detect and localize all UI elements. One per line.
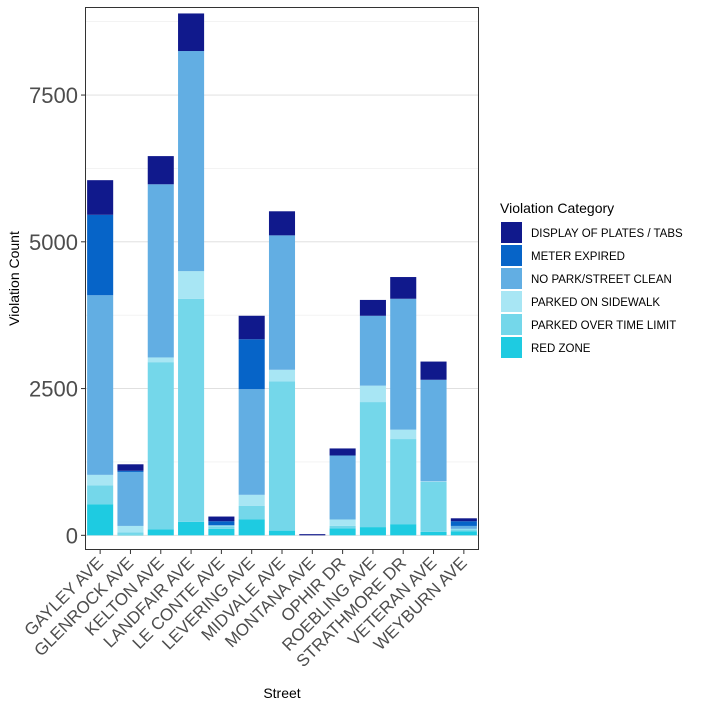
y-axis-title: Violation Count: [6, 231, 22, 326]
bar-segment: [238, 519, 265, 536]
bar-segment: [87, 214, 114, 296]
y-tick-label: 2500: [29, 377, 78, 402]
x-axis-title: Street: [263, 685, 300, 701]
bar-segment: [268, 530, 296, 536]
bar-segment: [450, 529, 477, 532]
bar-segment: [208, 521, 235, 526]
bar-segment: [87, 180, 114, 215]
bar-segment: [117, 471, 144, 526]
legend-key: [501, 314, 522, 335]
bar-segment: [329, 455, 356, 520]
bar-segment: [420, 481, 447, 532]
bar-segment: [178, 271, 205, 299]
bar-segment: [390, 439, 417, 525]
bar-segment: [178, 521, 205, 536]
bar-segment: [268, 211, 296, 236]
legend-key: [501, 291, 522, 312]
bar-segment: [329, 448, 356, 456]
bar-segment: [268, 381, 296, 531]
bar-segment: [450, 531, 477, 536]
bar-segment: [147, 156, 174, 185]
legend-title: Violation Category: [500, 200, 614, 216]
bar-segment: [268, 235, 296, 370]
bar-segment: [329, 528, 356, 536]
bar-segment: [359, 315, 386, 386]
bar-segment: [117, 534, 144, 536]
bar-segment: [390, 277, 417, 299]
bar-segment: [208, 516, 235, 522]
bar-segment: [178, 298, 205, 522]
bar-segment: [450, 518, 477, 522]
y-tick-label: 7500: [29, 83, 78, 108]
legend-label: RED ZONE: [531, 343, 591, 355]
bar-segment: [390, 429, 417, 440]
legend-key: [501, 337, 522, 358]
bar-segment: [117, 470, 144, 472]
bar-segment: [147, 362, 174, 530]
legend: DISPLAY OF PLATES / TABS METER EXPIRED NO …: [501, 222, 683, 358]
bar-segment: [147, 357, 174, 363]
bar-segment: [117, 464, 144, 471]
y-tick-label: 0: [66, 523, 78, 548]
bar-segment: [178, 13, 205, 52]
bar-segment: [359, 402, 386, 528]
bars: [87, 13, 477, 536]
y-tick-label: 5000: [29, 230, 78, 255]
bar-segment: [390, 524, 417, 536]
bar-segment: [359, 385, 386, 403]
bar-segment: [450, 528, 477, 530]
bar-segment: [208, 526, 235, 529]
bar-segment: [238, 339, 265, 390]
legend-key: [501, 268, 522, 289]
bar-segment: [238, 505, 265, 520]
bar-segment: [87, 485, 114, 505]
legend-key: [501, 245, 522, 266]
bar-segment: [208, 528, 235, 536]
y-axis: 0 2500 5000 7500: [29, 83, 85, 548]
bar-segment: [420, 361, 447, 380]
plot-border: [85, 7, 479, 550]
bar-segment: [117, 525, 144, 533]
bar-segment: [87, 504, 114, 536]
bar-segment: [238, 494, 265, 506]
bar-segment: [238, 389, 265, 495]
bar-segment: [238, 315, 265, 340]
bar-segment: [268, 369, 296, 382]
legend-label: PARKED ON SIDEWALK: [531, 297, 660, 309]
bar-segment: [420, 379, 447, 482]
bar-segment: [329, 525, 356, 529]
bar-segment: [87, 295, 114, 475]
bar-segment: [450, 525, 477, 529]
bar-segment: [420, 531, 447, 536]
bar-segment: [420, 481, 447, 482]
bar-segment: [147, 529, 174, 536]
bar-segment: [208, 525, 235, 527]
bar-segment: [299, 534, 326, 536]
legend-label: DISPLAY OF PLATES / TABS: [531, 228, 683, 240]
bar-segment: [359, 299, 386, 316]
bar-segment: [117, 532, 144, 535]
legend-label: METER EXPIRED: [531, 251, 625, 263]
bar-segment: [147, 184, 174, 358]
bar-segment: [178, 51, 205, 272]
bar-segment: [87, 474, 114, 486]
bar-segment: [390, 298, 417, 430]
legend-key: [501, 222, 522, 243]
legend-label: NO PARK/STREET CLEAN: [531, 274, 672, 286]
legend-label: PARKED OVER TIME LIMIT: [531, 320, 676, 332]
bar-segment: [359, 527, 386, 536]
bar-segment: [329, 519, 356, 526]
bar-segment: [450, 521, 477, 526]
